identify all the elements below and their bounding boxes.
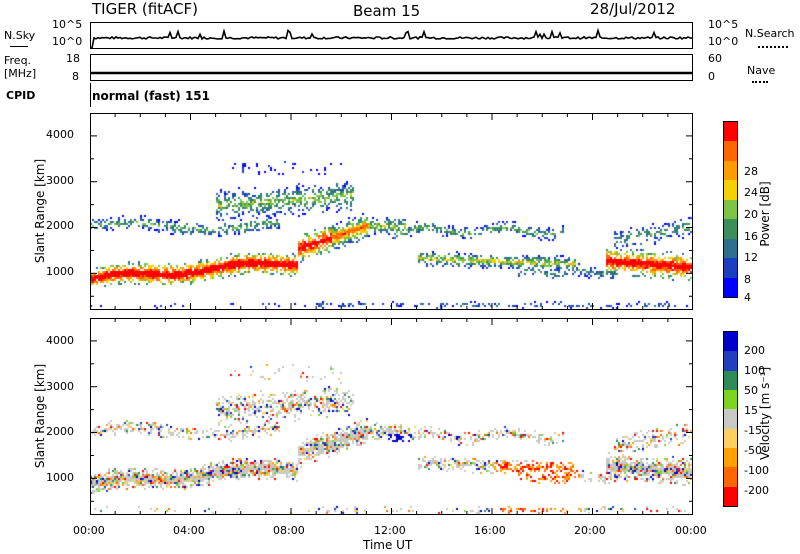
velocity-ylabel: Slant Range [km] bbox=[33, 363, 47, 469]
power-cb-tick-28: 28 bbox=[744, 165, 758, 178]
power-ytick-2000: 2000 bbox=[46, 219, 74, 232]
noise-strip-svg bbox=[90, 27, 693, 49]
power-cb-tick-20: 20 bbox=[744, 208, 758, 221]
power-cb-tick-16: 16 bbox=[744, 230, 758, 243]
velocity-ytick-4000: 4000 bbox=[46, 334, 74, 347]
nave-legend-line bbox=[752, 81, 768, 83]
velocity-cb-tick-m15: -15 bbox=[744, 424, 762, 437]
nave-label: Nave bbox=[747, 64, 776, 77]
velocity-cb-tick-100: 100 bbox=[744, 364, 765, 377]
colorbar-swatch bbox=[724, 428, 737, 448]
colorbar-swatch bbox=[724, 160, 737, 181]
power-heatmap bbox=[90, 113, 693, 310]
power-cb-tick-8: 8 bbox=[744, 273, 751, 286]
xtick-1600: 16:00 bbox=[474, 524, 506, 537]
colorbar-swatch bbox=[724, 258, 737, 278]
noise-tick-left-top: 10^5 bbox=[52, 18, 83, 31]
colorbar-swatch bbox=[724, 141, 737, 161]
velocity-colorbar-label: Velocity [m s⁻¹] bbox=[758, 366, 772, 460]
x-axis-label: Time UT bbox=[363, 538, 413, 552]
colorbar-swatch bbox=[724, 486, 737, 506]
power-ytick-1000: 1000 bbox=[46, 265, 74, 278]
cpid-marker bbox=[90, 83, 91, 107]
colorbar-swatch bbox=[724, 219, 737, 239]
colorbar-swatch bbox=[724, 467, 737, 487]
xtick-2000: 20:00 bbox=[574, 524, 606, 537]
colorbar-swatch bbox=[724, 122, 737, 142]
velocity-cb-tick-200: 200 bbox=[744, 344, 765, 357]
power-colorbar bbox=[723, 121, 738, 298]
noise-tick-right-bottom: 10^0 bbox=[708, 35, 739, 48]
velocity-ytick-3000: 3000 bbox=[46, 380, 74, 393]
power-axis-ticks bbox=[90, 113, 693, 310]
freq-tick-bottom: 8 bbox=[72, 70, 79, 83]
velocity-ytick-2000: 2000 bbox=[46, 425, 74, 438]
noise-tick-left-bottom: 10^0 bbox=[52, 35, 83, 48]
velocity-cb-tick-m200: -200 bbox=[744, 484, 769, 497]
colorbar-swatch bbox=[724, 351, 737, 371]
power-ytick-4000: 4000 bbox=[46, 128, 74, 141]
station-title: TIGER (fitACF) bbox=[92, 0, 199, 18]
power-ylabel: Slant Range [km] bbox=[33, 158, 47, 264]
freq-strip-svg bbox=[91, 71, 692, 75]
mhz-label: [MHz] bbox=[4, 67, 37, 80]
colorbar-swatch bbox=[724, 199, 737, 220]
power-cb-tick-24: 24 bbox=[744, 186, 758, 199]
velocity-colorbar bbox=[723, 331, 738, 507]
xtick-0400: 04:00 bbox=[173, 524, 205, 537]
noise-trace bbox=[90, 27, 693, 49]
power-ytick-3000: 3000 bbox=[46, 174, 74, 187]
beam-label: Beam 15 bbox=[353, 2, 421, 20]
colorbar-swatch bbox=[724, 447, 737, 468]
freq-label: Freq. bbox=[4, 54, 32, 67]
velocity-ytick-1000: 1000 bbox=[46, 471, 74, 484]
xtick-1200: 12:00 bbox=[374, 524, 406, 537]
colorbar-swatch bbox=[724, 180, 737, 200]
cpid-value: normal (fast) 151 bbox=[92, 89, 210, 103]
colorbar-swatch bbox=[724, 277, 737, 297]
velocity-heatmap bbox=[90, 318, 693, 515]
cpid-label: CPID bbox=[6, 89, 36, 102]
date-label: 28/Jul/2012 bbox=[590, 0, 676, 18]
nsky-label: N.Sky bbox=[4, 29, 36, 42]
colorbar-swatch bbox=[724, 332, 737, 352]
freq-strip-frame bbox=[90, 54, 693, 81]
velocity-cb-tick-m100: -100 bbox=[744, 464, 769, 477]
noise-strip-frame bbox=[90, 22, 693, 49]
nsearch-legend-line bbox=[758, 46, 788, 48]
power-cb-tick-12: 12 bbox=[744, 251, 758, 264]
noise-tick-right-top: 10^5 bbox=[708, 18, 739, 31]
nsky-legend-line bbox=[10, 46, 28, 47]
nave-tick-bottom: 0 bbox=[708, 70, 715, 83]
colorbar-swatch bbox=[724, 389, 737, 410]
nsearch-label: N.Search bbox=[745, 27, 795, 40]
colorbar-swatch bbox=[724, 409, 737, 429]
colorbar-swatch bbox=[724, 238, 737, 259]
velocity-cb-tick-15: 15 bbox=[744, 404, 758, 417]
xtick-2400: 00:00 bbox=[675, 524, 707, 537]
xtick-0000: 00:00 bbox=[73, 524, 105, 537]
xtick-0800: 08:00 bbox=[273, 524, 305, 537]
freq-tick-top: 18 bbox=[66, 52, 80, 65]
nave-tick-top: 60 bbox=[708, 52, 722, 65]
velocity-cb-tick-m50: -50 bbox=[744, 444, 762, 457]
power-cb-tick-4: 4 bbox=[744, 291, 751, 304]
power-colorbar-label: Power [dB] bbox=[758, 181, 772, 247]
velocity-axis-ticks bbox=[90, 318, 693, 515]
colorbar-swatch bbox=[724, 370, 737, 390]
velocity-cb-tick-50: 50 bbox=[744, 384, 758, 397]
